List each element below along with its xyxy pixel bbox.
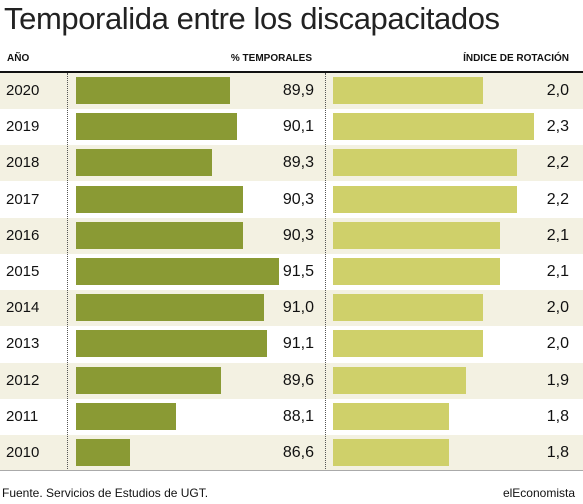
- year-label: 2020: [6, 82, 40, 99]
- rotacion-value-label: 2,1: [546, 263, 569, 280]
- year-label: 2013: [6, 335, 40, 353]
- temporales-bar: [76, 330, 268, 358]
- rotacion-bar: [333, 330, 483, 358]
- chart-row: 2018 89,3 2,2: [0, 145, 583, 182]
- temporales-bar: [76, 77, 231, 104]
- rotacion-column-header: ÍNDICE DE ROTACIÓN: [463, 53, 569, 64]
- rotacion-value-label: 1,8: [546, 407, 569, 425]
- rotacion-bar: [333, 77, 483, 104]
- temporales-bar: [76, 149, 213, 177]
- temporales-value-label: 90,1: [282, 118, 314, 136]
- source-note: Fuente. Servicios de Estudios de UGT.: [2, 486, 209, 500]
- rotacion-bar: [333, 366, 467, 394]
- chart-row: 2015 91,5 2,1: [0, 254, 583, 290]
- chart-row: 2013 91,1 2,0: [0, 326, 583, 362]
- year-label: 2018: [6, 154, 40, 172]
- temporales-bar: [76, 294, 264, 322]
- chart-row: 2016 90,3 2,1: [0, 217, 583, 254]
- column-divider: [325, 73, 326, 471]
- rotacion-value-label: 1,9: [546, 371, 569, 389]
- temporales-value-label: 89,9: [282, 82, 314, 99]
- temporales-value-label: 91,5: [282, 263, 314, 280]
- temporales-value-label: 91,1: [282, 335, 314, 353]
- temporales-value-label: 89,3: [282, 154, 314, 172]
- rotacion-value-label: 2,1: [546, 226, 569, 244]
- temporales-value-label: 88,1: [282, 407, 314, 425]
- rotacion-value-label: 2,0: [546, 299, 569, 317]
- temporales-column-header: % TEMPORALES: [230, 53, 312, 64]
- temporales-bar: [76, 221, 243, 249]
- bottom-rule: [0, 470, 583, 471]
- rotacion-bar: [333, 221, 500, 249]
- temporales-bar: [76, 113, 237, 141]
- year-label: 2011: [6, 407, 39, 425]
- rotacion-bar: [333, 149, 517, 177]
- temporales-bar: [76, 439, 130, 466]
- year-label: 2016: [6, 226, 40, 244]
- temporales-bar: [76, 258, 280, 285]
- brand-label: elEconomista: [502, 486, 575, 500]
- chart-row: 2019 90,1 2,3: [0, 109, 583, 145]
- rotacion-value-label: 2,2: [546, 154, 569, 172]
- year-label: 2015: [6, 263, 40, 280]
- year-label: 2010: [6, 444, 40, 461]
- temporales-value-label: 90,3: [282, 190, 314, 208]
- chart-row: 2012 89,6 1,9: [0, 362, 583, 399]
- temporales-bar: [76, 402, 176, 430]
- rotacion-value-label: 2,2: [546, 190, 569, 208]
- rotacion-value-label: 1,8: [546, 444, 569, 461]
- temporales-bar: [76, 366, 222, 394]
- year-label: 2017: [6, 190, 40, 208]
- rotacion-value-label: 2,0: [546, 82, 569, 99]
- chart-title: Temporalida entre los discapacitados: [4, 1, 500, 36]
- temporales-value-label: 86,6: [282, 444, 314, 461]
- rotacion-bar: [333, 439, 450, 466]
- rotacion-bar: [333, 402, 450, 430]
- year-column-header: AÑO: [7, 53, 30, 64]
- rotacion-bar: [333, 113, 534, 141]
- temporales-value-label: 89,6: [282, 371, 314, 389]
- rotacion-bar: [333, 258, 500, 285]
- chart-row: 2014 91,0 2,0: [0, 290, 583, 327]
- rotacion-bar: [333, 185, 517, 213]
- chart-row: 2020 89,9 2,0: [0, 73, 583, 109]
- temporales-value-label: 91,0: [282, 299, 314, 317]
- chart-row: 2010 86,6 1,8: [0, 435, 583, 471]
- rotacion-value-label: 2,3: [546, 118, 569, 136]
- rotacion-bar: [333, 294, 483, 322]
- year-label: 2012: [6, 371, 40, 389]
- year-label: 2019: [6, 118, 40, 136]
- year-label: 2014: [6, 299, 40, 317]
- chart-row: 2017 90,3 2,2: [0, 182, 583, 218]
- temporales-value-label: 90,3: [282, 226, 314, 244]
- header-rule: [0, 71, 583, 73]
- chart-row: 2011 88,1 1,8: [0, 399, 583, 435]
- rotacion-value-label: 2,0: [546, 335, 569, 353]
- temporales-bar: [76, 185, 243, 213]
- year-divider: [67, 73, 68, 471]
